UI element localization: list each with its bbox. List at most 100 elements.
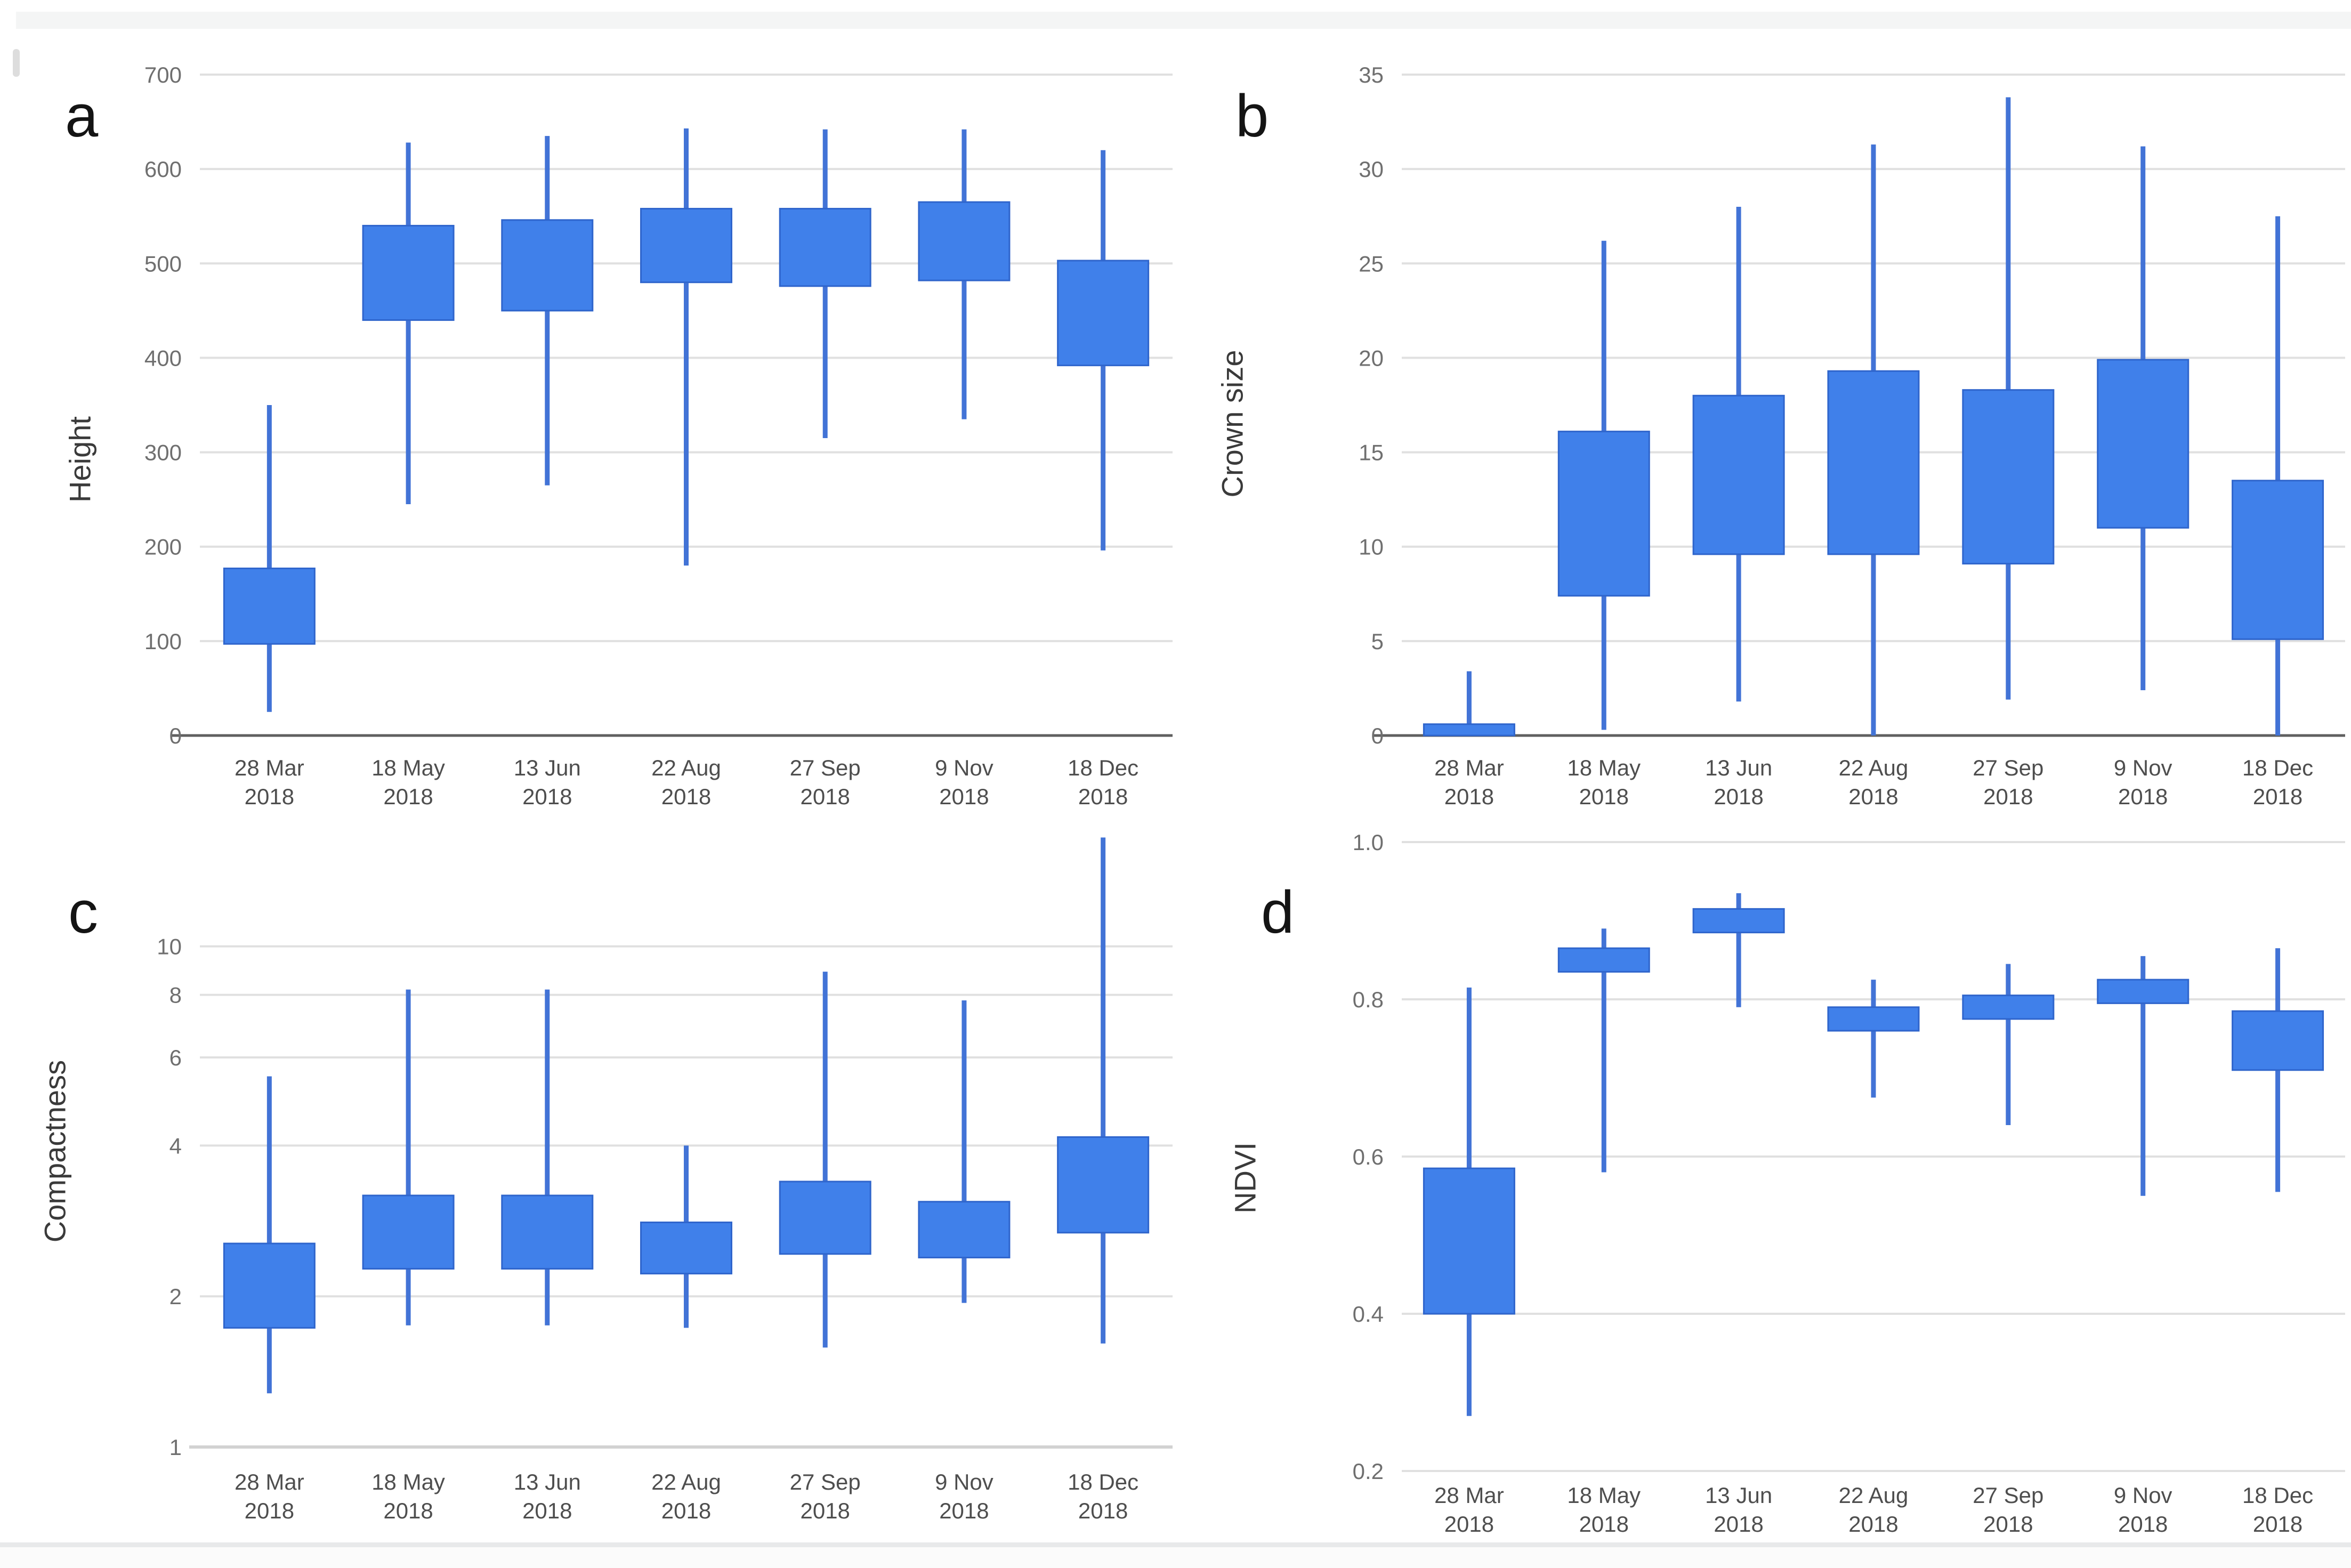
x-tick-label-year: 2018 bbox=[1848, 1512, 1898, 1537]
x-tick-label-year: 2018 bbox=[522, 1498, 572, 1523]
panel-d-y-axis-title: NDVI bbox=[1228, 1142, 1262, 1214]
x-tick-label-date: 18 May bbox=[371, 1469, 445, 1494]
candlestick-c-6 bbox=[918, 1000, 1011, 1303]
box bbox=[1423, 1167, 1515, 1315]
box bbox=[640, 208, 732, 284]
box bbox=[918, 201, 1011, 281]
y-tick-label: 25 bbox=[1359, 251, 1384, 276]
x-tick-label-date: 13 Jun bbox=[1705, 1483, 1772, 1508]
x-tick-label-date: 22 Aug bbox=[651, 1469, 721, 1494]
x-tick-label-year: 2018 bbox=[1983, 784, 2033, 809]
x-tick-label-year: 2018 bbox=[1714, 1512, 1763, 1537]
y-tick-label: 0 bbox=[169, 723, 182, 748]
x-tick-label-year: 2018 bbox=[2253, 784, 2302, 809]
y-tick-label: 200 bbox=[144, 535, 182, 560]
x-tick-label-date: 18 Dec bbox=[2242, 1483, 2313, 1508]
candlestick-d-4 bbox=[1827, 980, 1920, 1098]
bottom-strip-decoration bbox=[0, 1547, 2351, 1568]
x-tick-label-year: 2018 bbox=[939, 784, 989, 809]
panel-c-y-axis-title: Compactness bbox=[38, 1060, 72, 1243]
box bbox=[779, 208, 871, 287]
x-tick-label-year: 2018 bbox=[2253, 1512, 2302, 1537]
x-tick-label-date: 18 May bbox=[371, 755, 445, 780]
x-tick-label-year: 2018 bbox=[1444, 1512, 1494, 1537]
candlestick-b-3 bbox=[1692, 207, 1785, 702]
panel-a-plot: 0 100 200 300 400 500 600 700 28 Mar 2018 18 May 20… bbox=[144, 62, 1173, 809]
box bbox=[1057, 260, 1150, 367]
candlestick-c-7 bbox=[1057, 837, 1150, 1344]
candlestick-a-4 bbox=[640, 128, 732, 566]
panel-a-letter: a bbox=[65, 83, 99, 149]
x-tick-label-date: 18 Dec bbox=[1068, 755, 1138, 780]
box bbox=[1827, 370, 1920, 555]
candlestick-b-1 bbox=[1423, 671, 1515, 737]
y-tick-label: 20 bbox=[1359, 345, 1384, 370]
panel-b-plot: 0 5 10 15 20 25 30 35 28 Mar 2018 18 May 2018 13 Jun… bbox=[1359, 62, 2345, 809]
box bbox=[918, 1201, 1011, 1259]
x-tick-label-year: 2018 bbox=[2118, 1512, 2168, 1537]
candlestick-b-6 bbox=[2097, 146, 2190, 690]
x-tick-label-year: 2018 bbox=[2118, 784, 2168, 809]
x-tick-label-year: 2018 bbox=[245, 1498, 294, 1523]
box bbox=[1827, 1006, 1920, 1032]
candlestick-d-5 bbox=[1962, 964, 2055, 1125]
x-tick-label-year: 2018 bbox=[800, 784, 850, 809]
x-tick-label-date: 13 Jun bbox=[514, 755, 581, 780]
x-tick-label-year: 2018 bbox=[1848, 784, 1898, 809]
x-tick-label-year: 2018 bbox=[383, 784, 433, 809]
x-tick-label-year: 2018 bbox=[245, 784, 294, 809]
candlestick-c-2 bbox=[362, 989, 455, 1325]
y-tick-label: 8 bbox=[169, 983, 182, 1008]
y-tick-label: 30 bbox=[1359, 157, 1384, 182]
box bbox=[2097, 979, 2190, 1004]
candlestick-c-4 bbox=[640, 1145, 732, 1328]
x-tick-label-year: 2018 bbox=[800, 1498, 850, 1523]
candlestick-d-2 bbox=[1557, 928, 1650, 1173]
panel-a-y-axis-title: Height bbox=[63, 416, 97, 503]
box bbox=[223, 567, 316, 645]
x-tick-label-date: 28 Mar bbox=[235, 755, 304, 780]
panel-c-letter: c bbox=[68, 879, 98, 945]
x-tick-label-date: 27 Sep bbox=[790, 1469, 861, 1494]
y-tick-label: 100 bbox=[144, 629, 182, 654]
y-tick-label: 0.6 bbox=[1353, 1144, 1384, 1169]
y-tick-label: 700 bbox=[144, 62, 182, 87]
x-tick-label-year: 2018 bbox=[939, 1498, 989, 1523]
edge-artifact bbox=[13, 49, 20, 77]
x-tick-label-year: 2018 bbox=[383, 1498, 433, 1523]
y-tick-label: 300 bbox=[144, 440, 182, 465]
y-tick-label: 10 bbox=[157, 934, 182, 959]
x-tick-label-date: 9 Nov bbox=[935, 1469, 993, 1494]
panel-c-plot: 1 2 4 6 8 10 28 Mar 2018 18 May 2018 13 Jun 2018 22 … bbox=[157, 837, 1173, 1523]
box bbox=[501, 219, 594, 312]
candlestick-a-7 bbox=[1057, 150, 1150, 551]
x-tick-label-date: 27 Sep bbox=[1973, 755, 2043, 780]
x-tick-label-date: 28 Mar bbox=[235, 1469, 304, 1494]
box bbox=[1557, 431, 1650, 597]
x-tick-label-date: 9 Nov bbox=[2114, 1483, 2172, 1508]
x-tick-label-year: 2018 bbox=[1714, 784, 1763, 809]
x-tick-label-year: 2018 bbox=[1444, 784, 1494, 809]
y-tick-label: 0.8 bbox=[1353, 987, 1384, 1012]
x-tick-label-date: 18 Dec bbox=[1068, 1469, 1138, 1494]
x-tick-label-date: 28 Mar bbox=[1434, 1483, 1504, 1508]
x-tick-label-date: 27 Sep bbox=[790, 755, 861, 780]
box bbox=[1692, 908, 1785, 934]
x-tick-label-date: 18 Dec bbox=[2242, 755, 2313, 780]
y-tick-label: 400 bbox=[144, 345, 182, 370]
x-tick-label-date: 18 May bbox=[1567, 755, 1641, 780]
y-tick-label: 600 bbox=[144, 157, 182, 182]
x-tick-label-date: 28 Mar bbox=[1434, 755, 1504, 780]
candlestick-b-7 bbox=[2232, 216, 2324, 735]
panel-d-plot: 0.2 0.4 0.6 0.8 1.0 28 Mar 2018 18 May 2018 13 Ju… bbox=[1353, 830, 2345, 1537]
x-tick-label-date: 9 Nov bbox=[935, 755, 993, 780]
box bbox=[1962, 995, 2055, 1020]
y-tick-label: 0 bbox=[1371, 723, 1384, 748]
x-tick-label-year: 2018 bbox=[661, 1498, 711, 1523]
x-tick-label-date: 22 Aug bbox=[1839, 755, 1909, 780]
x-tick-label-date: 18 May bbox=[1567, 1483, 1641, 1508]
box bbox=[362, 1194, 455, 1270]
box bbox=[779, 1181, 871, 1255]
x-tick-label-date: 22 Aug bbox=[1839, 1483, 1909, 1508]
box bbox=[1692, 394, 1785, 555]
